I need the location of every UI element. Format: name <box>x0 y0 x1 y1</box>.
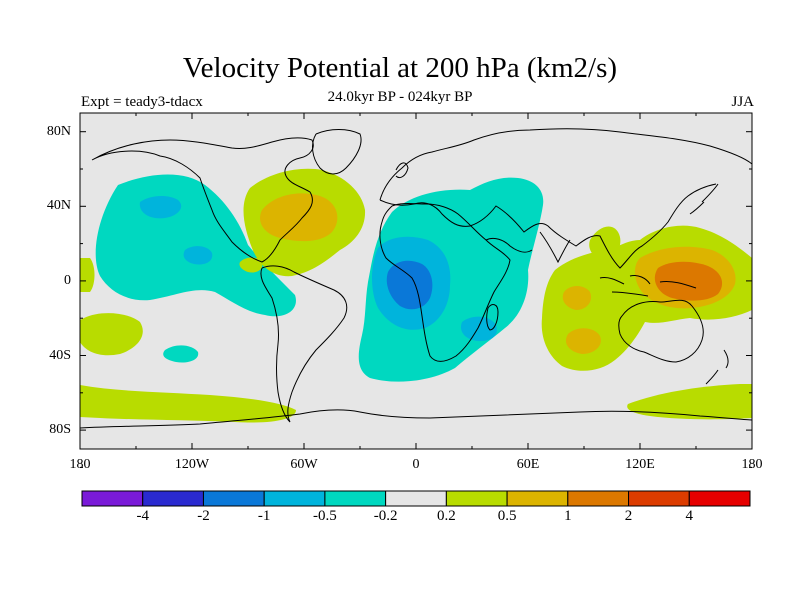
colorbar-label: 0.2 <box>436 508 456 524</box>
lon-label-180e: 180 <box>741 457 763 472</box>
contour-pos-southern-ocean-e <box>627 384 752 420</box>
coast-new-zealand <box>705 349 729 385</box>
contour-neg1-africa <box>386 260 433 310</box>
lon-label-60e: 60E <box>516 457 540 472</box>
contour-pos-indochina <box>589 226 621 261</box>
coast-australia <box>618 299 704 363</box>
colorbar-swatch <box>506 490 569 507</box>
coast-africa <box>379 203 511 362</box>
lat-label-80n: 80N <box>46 124 71 139</box>
coast-greenland <box>312 129 362 175</box>
lat-label-80s: 80S <box>49 422 71 437</box>
colorbar-swatch <box>567 490 630 507</box>
lon-label-60w: 60W <box>290 457 318 472</box>
contour-pos-southern-ocean-w <box>80 385 296 423</box>
colorbar-label: -0.5 <box>313 508 337 524</box>
coast-madagascar <box>486 304 499 331</box>
coast-south-america <box>260 265 348 423</box>
colorbar-swatch <box>628 490 690 507</box>
colorbar-swatch <box>324 490 387 507</box>
contour-neg05-pacific-south <box>183 246 213 265</box>
plot-subtitle: 24.0kyr BP - 024kyr BP <box>327 89 473 105</box>
colorbar-swatch <box>385 490 447 507</box>
colorbar-label: -1 <box>257 508 271 524</box>
lon-tick-marks <box>79 113 753 449</box>
lat-tick-marks <box>80 131 752 468</box>
colorbar-swatch <box>202 490 265 507</box>
contour-pos-w-edge <box>80 258 95 292</box>
colorbar-swatch <box>688 490 751 507</box>
colorbar-label: 0.5 <box>497 508 517 524</box>
plot-title: Velocity Potential at 200 hPa (km2/s) <box>182 52 618 84</box>
colorbar-swatch <box>142 490 204 507</box>
coast-arabia-india <box>485 231 571 264</box>
colorbar-label: -0.2 <box>373 508 398 524</box>
season-label: JJA <box>731 94 754 110</box>
colorbar-swatch <box>81 490 144 507</box>
lat-label-eq: 0 <box>64 273 71 288</box>
contour-pos-caribbean <box>239 257 263 273</box>
lat-label-40n: 40N <box>46 198 71 213</box>
colorbar-label: 1 <box>564 508 572 524</box>
lon-label-180w: 180 <box>69 457 91 472</box>
coast-antarctica <box>80 409 752 429</box>
lon-label-120e: 120E <box>625 457 655 472</box>
coast-japan <box>689 183 719 215</box>
coast-north-america <box>91 137 314 263</box>
coast-indonesia <box>599 275 697 297</box>
coast-uk <box>395 162 409 179</box>
lon-label-0: 0 <box>412 457 420 472</box>
coastlines <box>80 128 752 429</box>
colorbar-swatch <box>445 490 508 507</box>
colorbar <box>81 490 751 507</box>
contour-pos05-indian-ocean <box>562 286 592 310</box>
colorbar-label: -2 <box>197 508 210 524</box>
experiment-label: Expt = teady3-tdacx <box>81 94 203 110</box>
colorbar-label: 4 <box>685 508 694 524</box>
colorbar-swatch <box>263 490 326 507</box>
contour-neg-africa <box>358 177 544 382</box>
contour-neg05-pacific-north <box>139 196 182 219</box>
lon-label-120w: 120W <box>174 457 210 472</box>
contour-neg05-mozambique <box>460 316 497 342</box>
colorbar-label: 2 <box>624 508 633 524</box>
contour-pos05-w-australia <box>565 328 601 354</box>
colorbar-label: -4 <box>136 508 149 524</box>
contour-field <box>80 128 752 429</box>
contour-pos05-n-atlantic <box>260 193 338 242</box>
contour-pos1-w-pacific <box>654 261 723 301</box>
contour-pos-s-pacific <box>80 313 143 356</box>
lat-label-40s: 40S <box>49 348 71 363</box>
contour-neg-small-s-pacific <box>163 345 199 363</box>
